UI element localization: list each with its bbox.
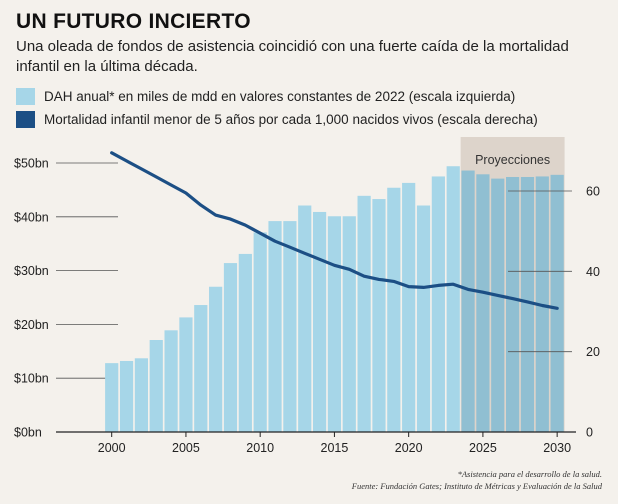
bar-2003 xyxy=(149,340,163,432)
mortality-point-2018 xyxy=(377,278,381,281)
legend-label-mortality: Mortalidad infantil menor de 5 años por … xyxy=(44,111,538,127)
bar-2005 xyxy=(179,317,193,432)
x-tick-label: 2010 xyxy=(246,441,274,455)
right-tick-label: 20 xyxy=(586,345,600,359)
bar-2013 xyxy=(298,205,312,432)
left-tick-label: $20bn xyxy=(14,318,49,332)
bar-2010 xyxy=(253,232,267,432)
left-tick-label: $30bn xyxy=(14,264,49,278)
x-tick-label: 2025 xyxy=(469,441,497,455)
bar-2002 xyxy=(134,358,148,432)
bar-2015 xyxy=(327,216,342,432)
bar-2027 xyxy=(506,176,520,432)
mortality-point-2029 xyxy=(541,304,544,307)
mortality-point-2023 xyxy=(452,282,455,286)
legend-swatch-bars xyxy=(16,87,35,105)
mortality-point-2030 xyxy=(555,307,559,310)
bar-2006 xyxy=(194,305,208,432)
bar-2022 xyxy=(431,176,445,432)
mortality-point-2017 xyxy=(362,274,366,278)
bar-2030 xyxy=(550,174,564,432)
bar-2000 xyxy=(105,363,119,432)
bar-2021 xyxy=(416,205,431,432)
mortality-point-2016 xyxy=(348,268,351,271)
mortality-point-2025 xyxy=(481,291,485,294)
mortality-point-2007 xyxy=(214,213,217,217)
x-tick-label: 2030 xyxy=(543,441,571,455)
bar-2012 xyxy=(283,221,297,432)
mortality-point-2015 xyxy=(333,264,336,267)
bar-2018 xyxy=(372,199,386,432)
mortality-point-2009 xyxy=(244,223,247,227)
mortality-point-2003 xyxy=(155,175,158,179)
mortality-point-2021 xyxy=(422,286,425,289)
mortality-point-2026 xyxy=(496,294,499,297)
legend-item-mortality: Mortalidad infantil menor de 5 años por … xyxy=(16,109,538,129)
mortality-point-2014 xyxy=(318,258,321,261)
chart-title: UN FUTURO INCIERTO xyxy=(16,10,251,33)
mortality-point-2010 xyxy=(258,231,262,235)
bar-2025 xyxy=(476,174,490,432)
mortality-point-2000 xyxy=(110,151,113,155)
left-tick-label: $0bn xyxy=(14,426,42,440)
mortality-point-2002 xyxy=(140,167,143,171)
footnote-note: *Asistencia para el desarrollo de la sal… xyxy=(457,469,602,479)
bar-2028 xyxy=(520,176,535,432)
legend-label-dah: DAH anual* en miles de mdd en valores co… xyxy=(44,88,516,104)
mortality-point-2013 xyxy=(303,252,306,255)
mortality-point-2004 xyxy=(169,183,173,187)
mortality-point-2022 xyxy=(437,284,440,287)
bar-2009 xyxy=(238,253,252,432)
mortality-point-2020 xyxy=(407,285,410,288)
right-tick-label: 60 xyxy=(586,185,600,199)
bar-2023 xyxy=(446,166,460,432)
projection-label: Proyecciones xyxy=(475,153,550,167)
x-tick-label: 2000 xyxy=(98,441,126,455)
chart-plot: Proyecciones $0bn $10bn $20bn $30bn $40bn $50b… xyxy=(14,137,600,455)
mortality-point-2019 xyxy=(392,280,396,283)
legend-item-dah: DAH anual* en miles de mdd en valores co… xyxy=(16,86,515,106)
right-tick-label: 40 xyxy=(586,265,600,279)
right-tick-label: 0 xyxy=(586,426,593,440)
bar-2007 xyxy=(209,286,223,432)
left-tick-label: $10bn xyxy=(14,372,49,386)
mortality-point-2001 xyxy=(125,159,128,163)
bar-2026 xyxy=(491,178,505,432)
chart-subtitle: Una oleada de fondos de asistencia coinc… xyxy=(16,38,569,75)
legend-swatch-line xyxy=(16,110,35,128)
mortality-point-2008 xyxy=(229,217,232,221)
left-tick-label: $50bn xyxy=(14,157,49,171)
bar-2017 xyxy=(357,195,371,432)
mortality-point-2011 xyxy=(273,240,277,243)
mortality-point-2005 xyxy=(184,191,188,195)
bar-2019 xyxy=(387,187,401,432)
footnote-source: Fuente: Fundación Gates; Instituto de Mé… xyxy=(351,481,602,491)
bar-2004 xyxy=(164,330,178,432)
mortality-point-2012 xyxy=(288,246,292,249)
bar-2020 xyxy=(402,182,416,432)
bar-2001 xyxy=(119,360,134,432)
bar-2011 xyxy=(268,221,282,432)
mortality-point-2028 xyxy=(526,300,529,304)
mortality-point-2027 xyxy=(511,297,514,300)
bar-2016 xyxy=(342,216,356,432)
x-tick-label: 2015 xyxy=(321,441,349,455)
bar-2014 xyxy=(312,211,327,432)
bar-2024 xyxy=(461,170,475,433)
x-tick-label: 2005 xyxy=(172,441,200,455)
bar-2008 xyxy=(223,263,238,432)
mortality-point-2006 xyxy=(199,203,202,207)
left-tick-label: $40bn xyxy=(14,210,49,224)
x-tick-label: 2020 xyxy=(395,441,423,455)
mortality-point-2024 xyxy=(466,288,470,291)
